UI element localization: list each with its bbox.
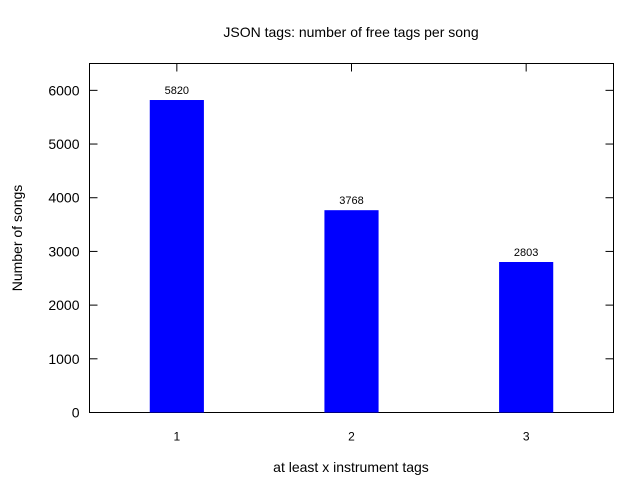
y-axis-label: Number of songs (9, 185, 25, 292)
y-tick-label: 2000 (48, 297, 79, 313)
y-tick-label: 5000 (48, 136, 79, 152)
y-tick-label: 0 (72, 405, 80, 421)
y-axis: 0 1000 2000 3000 4000 5000 6000 (48, 82, 614, 421)
x-tick-label: 3 (523, 430, 530, 444)
bar-value-label: 2803 (514, 247, 538, 259)
bar (149, 100, 204, 413)
bar-series: 5820 3768 2803 (149, 85, 554, 413)
x-axis-label: at least x instrument tags (273, 459, 429, 475)
x-tick-label: 1 (173, 430, 180, 444)
chart-title: JSON tags: number of free tags per song (223, 24, 478, 40)
y-tick-label: 6000 (48, 82, 79, 98)
y-tick-label: 3000 (48, 243, 79, 259)
bar (324, 210, 379, 413)
bar-value-label: 5820 (165, 85, 189, 97)
y-tick-label: 1000 (48, 351, 79, 367)
bar (499, 262, 554, 413)
x-tick-label: 2 (348, 430, 355, 444)
bar-value-label: 3768 (339, 195, 363, 207)
y-tick-label: 4000 (48, 190, 79, 206)
